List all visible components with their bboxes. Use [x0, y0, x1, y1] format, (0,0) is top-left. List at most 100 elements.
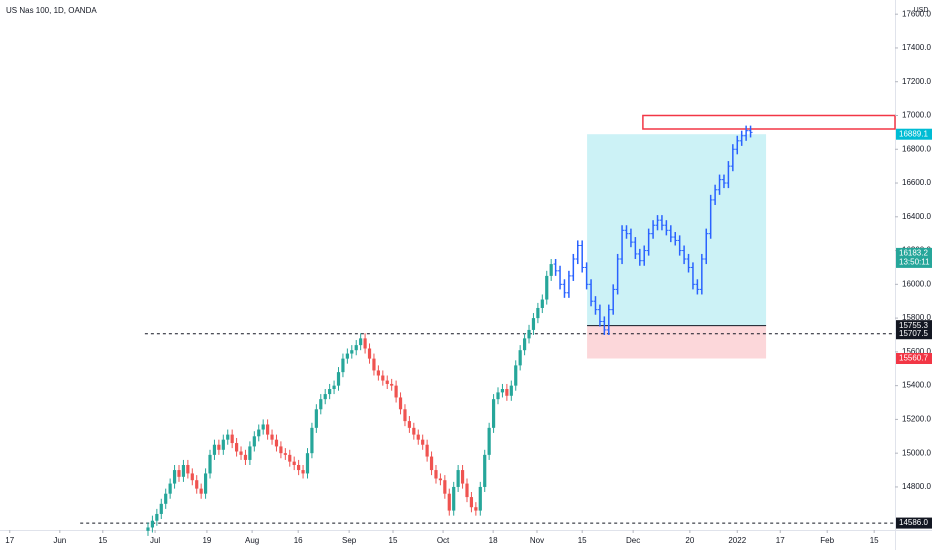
candle-body	[305, 453, 310, 474]
candle-body	[155, 513, 159, 521]
x-tick-label: Aug	[245, 536, 259, 545]
candle-body	[536, 307, 540, 319]
price-tag-label: 16889.1	[899, 129, 928, 138]
candle-body	[421, 439, 425, 445]
candle-body	[274, 439, 279, 447]
candle-body	[221, 439, 225, 450]
candle-body	[456, 470, 460, 487]
candle-body	[336, 372, 341, 386]
x-tick-label: Sep	[342, 536, 357, 545]
x-tick-label: 15	[98, 536, 107, 545]
candle-body	[434, 470, 438, 479]
x-tick-label: Jun	[53, 536, 66, 545]
candle-body	[181, 464, 186, 477]
price-tag	[896, 128, 932, 140]
price-tag-label: 15560.7	[899, 354, 928, 363]
x-tick-label: 2022	[728, 536, 746, 545]
candle-body	[159, 503, 163, 514]
y-tick-label: 17200.0	[902, 77, 931, 86]
x-tick-label: Dec	[626, 536, 640, 545]
candle-body	[483, 454, 487, 487]
currency: USD	[914, 7, 929, 14]
candle-body	[363, 338, 367, 349]
y-tick-label: 15200.0	[902, 415, 931, 424]
candle-body	[438, 478, 443, 481]
x-tick-label: Jul	[150, 536, 160, 545]
candle-body	[522, 338, 527, 351]
candle-body	[332, 385, 336, 390]
candle-body	[164, 493, 168, 504]
candle-body	[500, 389, 505, 393]
candle-body	[190, 473, 194, 481]
candle-body	[310, 427, 314, 454]
y-tick-label: 16000.0	[902, 279, 931, 288]
y-tick-label: 15600.0	[902, 347, 931, 356]
candle-body	[252, 436, 256, 447]
y-tick-label: 17600.0	[902, 9, 931, 18]
y-tick-label: 17400.0	[902, 43, 931, 52]
y-tick-label: 16600.0	[902, 178, 931, 187]
candle-body	[283, 453, 287, 455]
candle-body	[257, 429, 261, 437]
candle-body	[288, 454, 292, 462]
candle-body	[385, 380, 389, 384]
x-tick-label: 17	[5, 536, 14, 545]
candle-body	[226, 434, 230, 440]
y-tick-label: 15400.0	[902, 381, 931, 390]
candle-body	[403, 409, 407, 422]
candle-body	[359, 338, 363, 346]
candle-body	[208, 454, 212, 474]
x-tick-label: Nov	[530, 536, 544, 545]
price-tag	[896, 328, 932, 340]
candle-body	[367, 348, 372, 359]
candle-body	[270, 434, 274, 440]
candle-body	[443, 480, 447, 494]
candle-body	[376, 370, 380, 376]
candle-body	[146, 527, 150, 531]
candle-body	[177, 470, 181, 477]
candle-body	[407, 421, 411, 428]
candle-body	[323, 394, 327, 400]
price-tag-countdown: 13:50:11	[899, 258, 930, 267]
candle-body	[527, 329, 531, 339]
candle-body	[460, 470, 465, 484]
candle-body	[394, 385, 398, 398]
candle-body	[292, 461, 296, 465]
candle-body	[168, 483, 172, 494]
y-tick-label: 17000.0	[902, 111, 931, 120]
candle-body	[474, 507, 478, 511]
candle-body	[549, 264, 553, 276]
x-tick-label: 15	[870, 536, 879, 545]
candle-body	[447, 493, 451, 511]
candle-body	[509, 385, 513, 396]
price-tag-label: 16183.2	[899, 249, 928, 258]
candle-body	[540, 299, 544, 308]
candle-body	[297, 464, 301, 471]
price-tag-label: 14586.0	[899, 518, 928, 527]
stop-zone	[587, 325, 767, 359]
candle-body	[319, 399, 323, 410]
candle-body	[412, 427, 416, 435]
candle-body	[545, 275, 549, 300]
candle-body	[469, 497, 474, 508]
candle-body	[341, 358, 345, 373]
candle-body	[261, 424, 265, 430]
price-tag	[896, 320, 932, 332]
price-tag	[896, 353, 932, 365]
candle-body	[390, 383, 394, 386]
x-tick-label: Feb	[820, 536, 834, 545]
x-tick-label: 19	[202, 536, 211, 545]
candle-body	[230, 434, 234, 444]
candle-body	[487, 427, 491, 455]
candle-body	[279, 446, 283, 454]
price-tag	[896, 517, 932, 529]
candle-body	[328, 389, 332, 395]
candle-body	[243, 454, 248, 460]
candle-body	[234, 443, 239, 452]
x-tick-label: 17	[776, 536, 785, 545]
price-tag-label: 15707.5	[899, 329, 928, 338]
y-tick-label: 15800.0	[902, 313, 931, 322]
plot	[80, 114, 896, 536]
